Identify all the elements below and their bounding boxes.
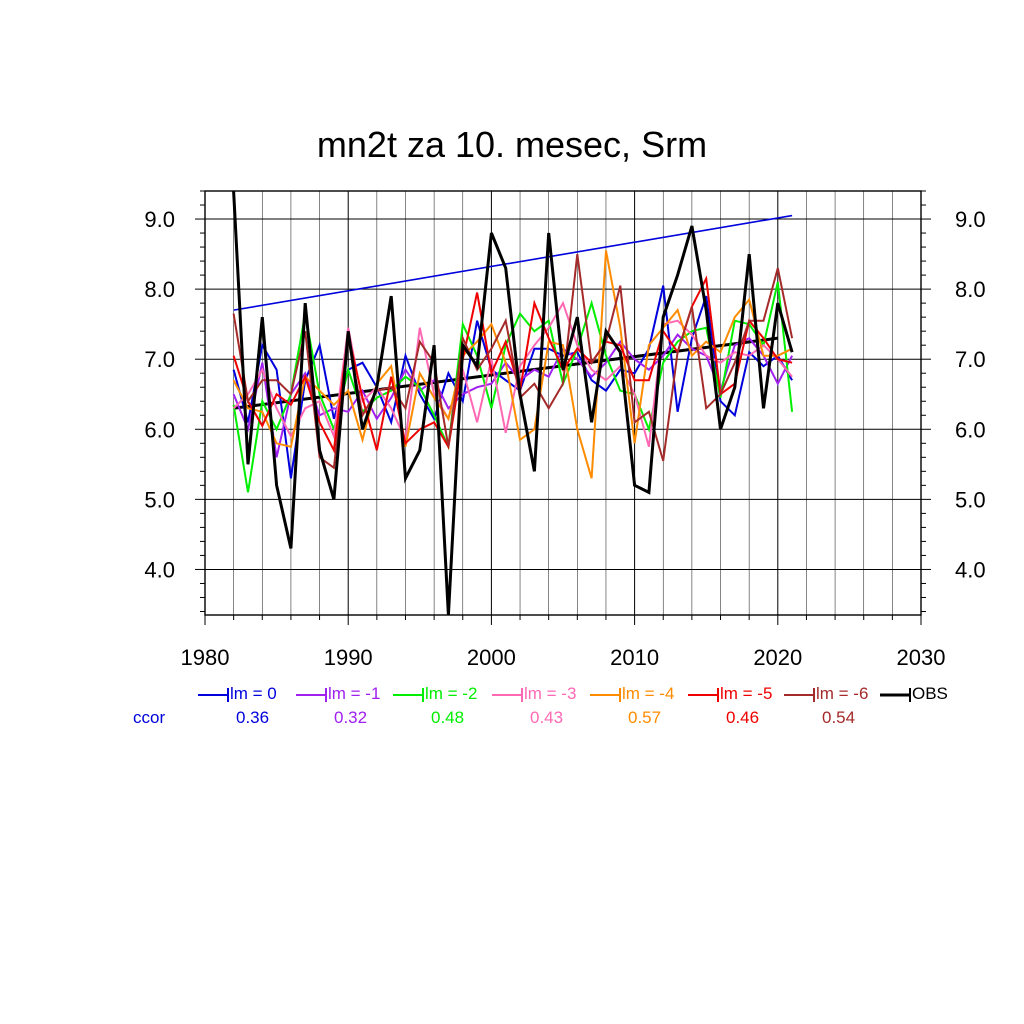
y-tick-label-right: 4.0 [955, 557, 986, 582]
chart-title: mn2t za 10. mesec, Srm [316, 124, 708, 165]
ccor-value: 0.48 [431, 708, 465, 727]
y-tick-label-right: 5.0 [955, 487, 986, 512]
y-tick-label-left: 4.0 [144, 557, 175, 582]
legend-item: lm = -5 [688, 684, 772, 705]
series-line-6 [232, 253, 794, 470]
x-tick-label: 1980 [181, 645, 230, 670]
legend-swatch [784, 687, 815, 702]
tick-labels: 4.0 4.0 5.0 5.0 6.0 6.0 7.0 7.0 8.0 8.0 9.0 9.0 1980… [144, 207, 985, 670]
legend-label: lm = -1 [328, 684, 381, 703]
legend-label: lm = -6 [816, 684, 869, 703]
legend-swatch [393, 687, 424, 702]
series-line-5 [232, 275, 793, 454]
legend-swatch [492, 687, 523, 702]
series-line-4 [232, 250, 793, 479]
y-tick-label-left: 8.0 [144, 277, 175, 302]
x-tick-label: 1990 [324, 645, 373, 670]
legend-swatch [296, 687, 327, 702]
legend-label: lm = -5 [720, 684, 773, 703]
ccor-value: 0.43 [530, 708, 564, 727]
legend-item: OBS [880, 684, 948, 705]
axes [195, 190, 931, 625]
y-tick-label-left: 6.0 [144, 417, 175, 442]
legend-item: lm = -3 [492, 684, 576, 705]
series-line-7 [232, 190, 794, 616]
ccor-label: ccor [133, 708, 166, 727]
y-tick-label-left: 5.0 [144, 487, 175, 512]
ccor-value: 0.32 [334, 708, 368, 727]
x-tick-label: 2030 [897, 645, 946, 670]
legend-item: lm = -2 [393, 684, 477, 705]
ccor-value: 0.57 [628, 708, 662, 727]
legend-item: lm = -6 [784, 684, 868, 705]
y-tick-label-right: 8.0 [955, 277, 986, 302]
legend-item: lm = -4 [590, 684, 674, 705]
legend-item: lm = -1 [296, 684, 380, 705]
x-tick-label: 2010 [610, 645, 659, 670]
trend-line [233, 214, 793, 311]
legend-label: OBS [912, 684, 948, 703]
ccor-value: 0.36 [236, 708, 270, 727]
series-lines [232, 190, 794, 616]
legend-label: lm = -2 [425, 684, 478, 703]
legend-item: lm = 0 [198, 684, 277, 705]
series-line-0 [232, 285, 793, 479]
x-tick-label: 2020 [753, 645, 802, 670]
legend-swatch [590, 687, 621, 702]
y-tick-label-left: 7.0 [144, 347, 175, 372]
legend-swatch [880, 687, 911, 702]
y-tick-label-right: 6.0 [955, 417, 986, 442]
legend-label: lm = -4 [622, 684, 675, 703]
legend-swatch [198, 687, 229, 702]
plot-frame [204, 190, 922, 616]
ccor-value: 0.46 [726, 708, 760, 727]
legend-swatch [688, 687, 719, 702]
ccor-value: 0.54 [822, 708, 856, 727]
y-tick-label-right: 7.0 [955, 347, 986, 372]
legend-label: lm = 0 [230, 684, 277, 703]
x-tick-label: 2000 [467, 645, 516, 670]
y-tick-label-left: 9.0 [144, 207, 175, 232]
legend-label: lm = -3 [524, 684, 577, 703]
y-tick-label-right: 9.0 [955, 207, 986, 232]
